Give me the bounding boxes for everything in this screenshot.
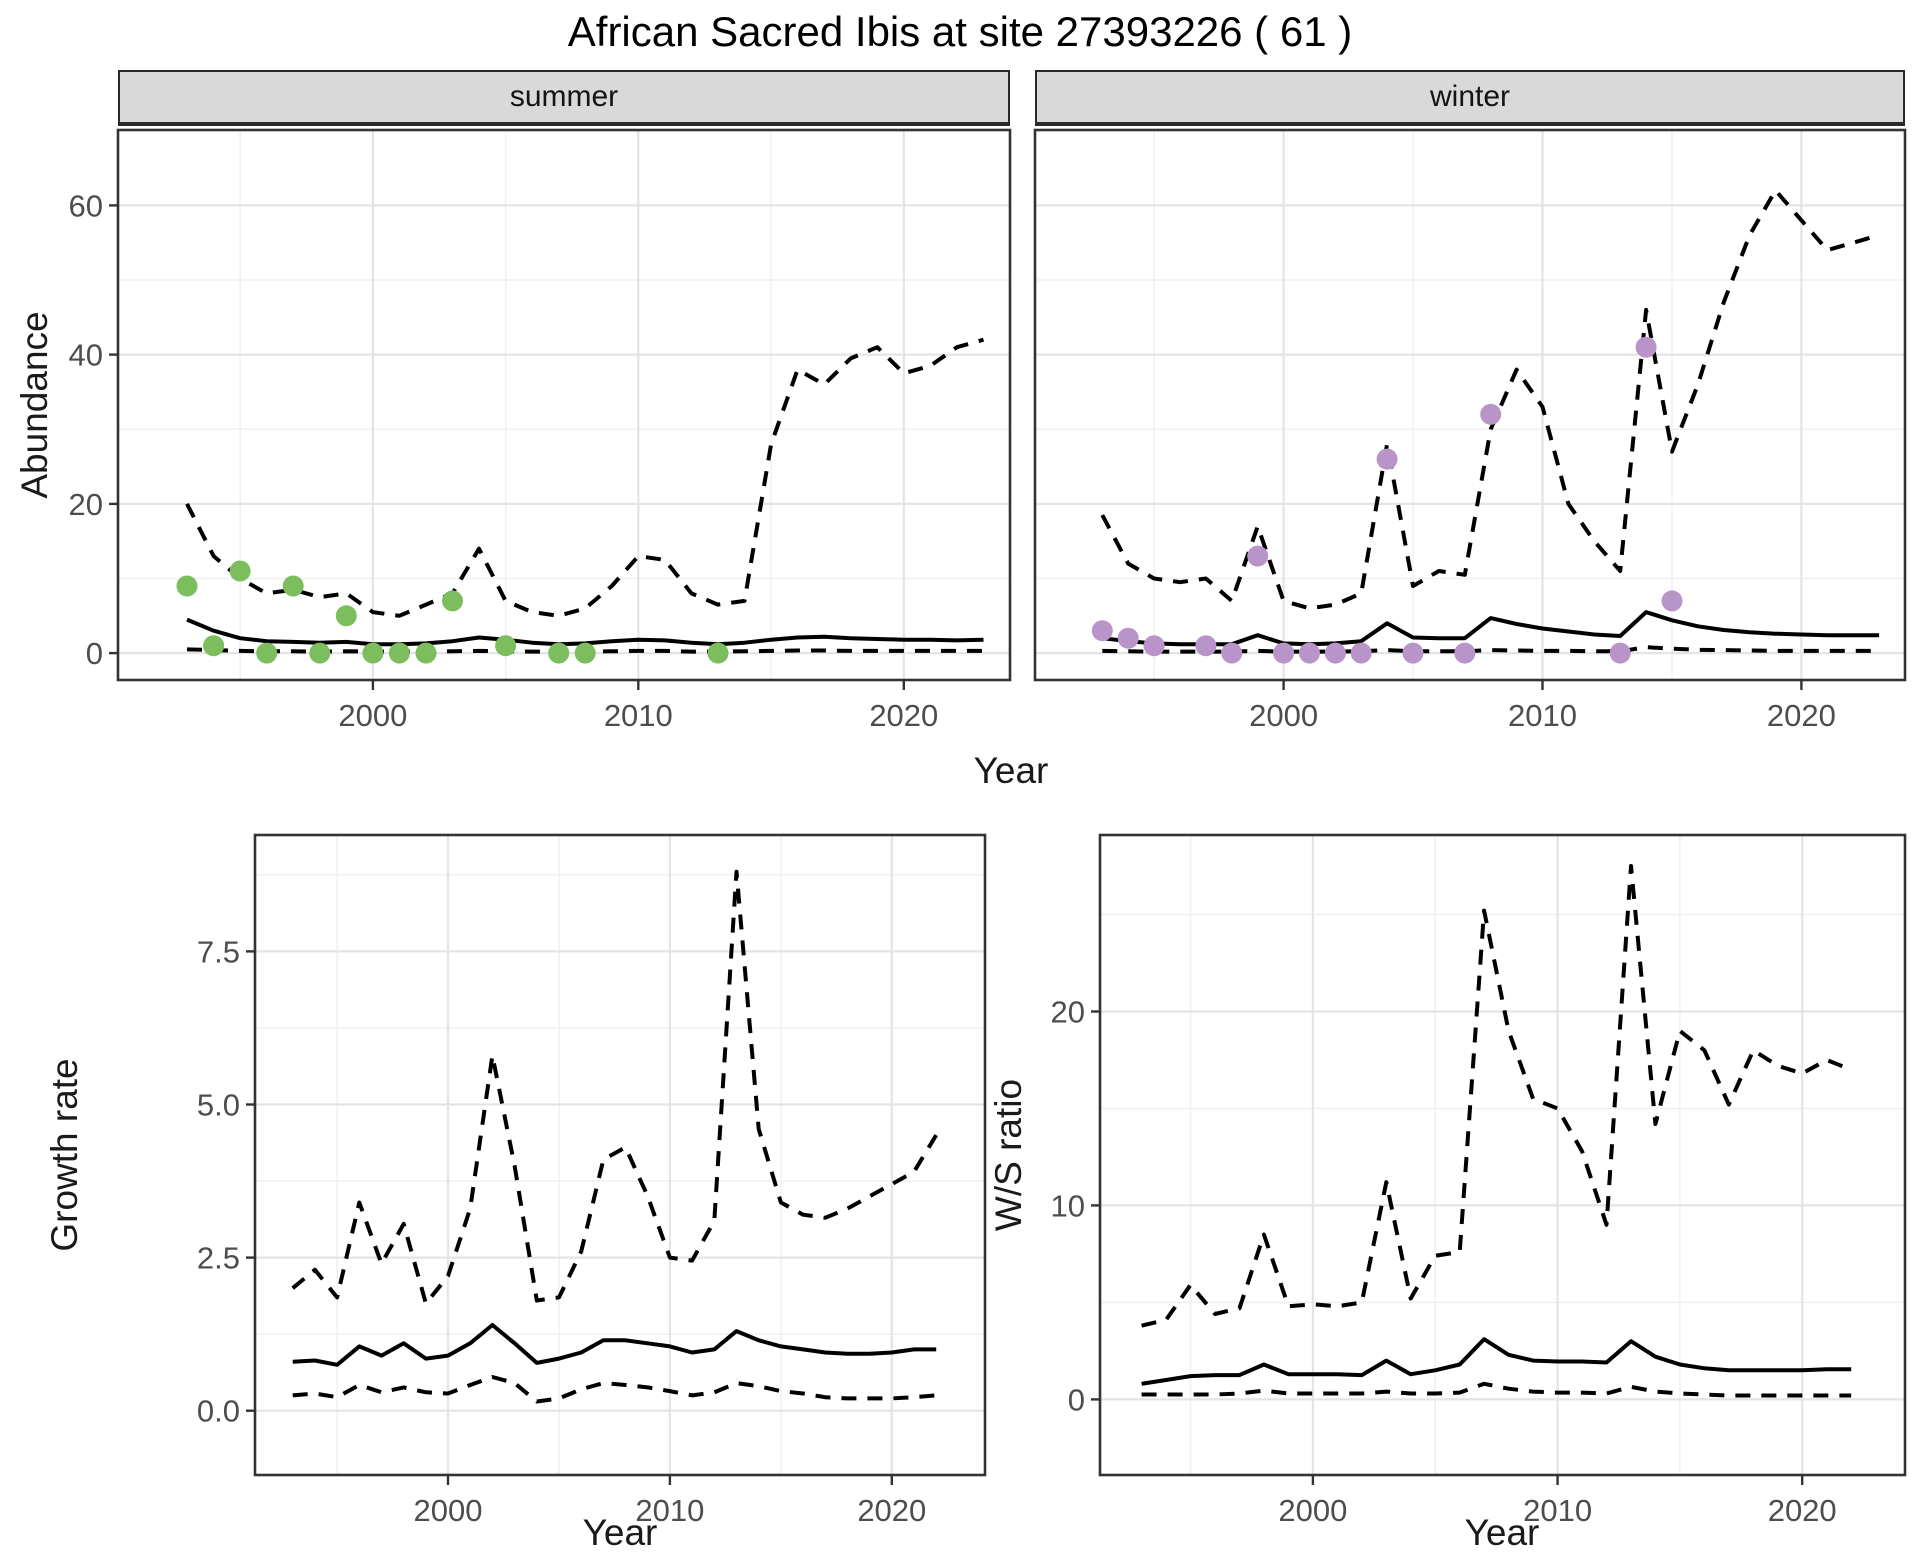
observed-point <box>1350 642 1372 664</box>
x-tick-label: 2020 <box>857 1493 926 1528</box>
observed-point <box>415 642 437 664</box>
observed-point <box>574 642 596 664</box>
observed-point <box>1661 590 1683 612</box>
y-tick-label: 40 <box>69 338 103 373</box>
y-tick-label: 7.5 <box>197 934 240 969</box>
summer_abundance-observed-points <box>176 560 729 664</box>
observed-point <box>1273 642 1295 664</box>
facet-strip-summer: summer <box>118 70 1010 126</box>
y-tick-label: 0 <box>1068 1382 1085 1417</box>
observed-point <box>442 590 463 612</box>
y-axis-title-growth-rate: Growth rate <box>44 1058 85 1252</box>
observed-point <box>1609 642 1631 664</box>
observed-point <box>1091 620 1113 642</box>
observed-point <box>1117 627 1139 649</box>
x-axis-title-year-bottom-right: Year <box>1464 1512 1540 1553</box>
x-tick-label: 2000 <box>1249 698 1318 733</box>
y-tick-label: 10 <box>1051 1188 1085 1223</box>
summer_abundance-upper_ci-line <box>185 337 985 618</box>
grid-major <box>255 835 985 1475</box>
observed-point <box>256 642 278 664</box>
x-tick-label: 2020 <box>1767 698 1836 733</box>
facet-strip-winter: winter <box>1035 70 1905 126</box>
observed-point <box>548 642 570 664</box>
observed-point <box>1454 642 1476 664</box>
observed-point <box>1480 403 1502 425</box>
x-axis: 2000 2010 2020 <box>414 1476 926 1528</box>
x-tick-label: 2000 <box>1278 1493 1347 1528</box>
observed-point <box>176 575 198 597</box>
y-axis: 0 20 40 60 <box>69 188 117 671</box>
observed-point <box>1247 545 1269 567</box>
panel-background <box>1100 835 1905 1475</box>
winter_abundance-upper_ci-line <box>1100 188 1880 611</box>
observed-point <box>1324 642 1346 664</box>
y-axis: 0 10 20 <box>1051 995 1099 1417</box>
observed-point <box>335 605 357 627</box>
x-tick-label: 2010 <box>604 698 673 733</box>
observed-point <box>1635 336 1657 358</box>
x-tick-label: 2010 <box>1508 698 1577 733</box>
observed-point <box>362 642 384 664</box>
growth-rate-chart: 2000 2010 2020 0.0 2.5 5.0 7.5 <box>197 833 987 1528</box>
ws_ratio-lower_ci-line <box>1141 1381 1852 1398</box>
observed-point <box>1143 635 1165 657</box>
growth_rate-lower_ci-line <box>292 1375 937 1404</box>
winter-abundance-chart: 2000 2010 2020 <box>1033 128 1907 733</box>
observed-point <box>1402 642 1424 664</box>
y-axis-title-ws-ratio: W/S ratio <box>988 1078 1029 1232</box>
y-axis: 0.0 2.5 5.0 7.5 <box>197 934 254 1429</box>
panel-border <box>116 128 1012 682</box>
x-axis: 2000 2010 2020 <box>1278 1476 1837 1528</box>
x-tick-label: 2000 <box>414 1493 483 1528</box>
y-axis-title-abundance: Abundance <box>14 311 55 499</box>
observed-point <box>495 635 517 657</box>
x-axis: 2000 2010 2020 <box>338 681 938 733</box>
ws-ratio-chart: 2000 2010 2020 0 10 20 <box>1051 833 1907 1528</box>
x-axis: 2000 2010 2020 <box>1249 681 1836 733</box>
x-tick-label: 2020 <box>869 698 938 733</box>
observed-point <box>707 642 729 664</box>
panel-background <box>118 130 1010 680</box>
grid-minor <box>255 835 985 1475</box>
observed-point <box>309 642 331 664</box>
x-tick-label: 2000 <box>338 698 407 733</box>
y-tick-label: 60 <box>69 188 103 223</box>
observed-point <box>1299 642 1320 664</box>
y-tick-label: 0 <box>86 636 103 671</box>
panel-border <box>1098 833 1907 1477</box>
y-tick-label: 20 <box>69 487 103 522</box>
observed-point <box>388 642 410 664</box>
observed-point <box>282 575 304 597</box>
observed-point <box>203 635 225 657</box>
y-tick-label: 0.0 <box>197 1394 240 1429</box>
figure-title: African Sacred Ibis at site 27393226 ( 6… <box>567 8 1353 55</box>
observed-point <box>1221 642 1243 664</box>
panel-background <box>255 835 985 1475</box>
panel-border <box>253 833 987 1477</box>
growth_rate-upper_ci-line <box>291 869 938 1306</box>
winter_abundance-observed-points <box>1091 336 1683 664</box>
x-tick-label: 2010 <box>635 1493 704 1528</box>
x-tick-label: 2020 <box>1768 1493 1837 1528</box>
y-tick-label: 20 <box>1051 995 1085 1030</box>
ws_ratio-upper_ci-line <box>1141 864 1852 1328</box>
observed-point <box>1195 635 1217 657</box>
ws_ratio-median-line <box>1141 1337 1852 1386</box>
panel-border <box>1033 128 1907 682</box>
x-axis-title-year-top: Year <box>973 750 1049 791</box>
growth_rate-median-line <box>292 1323 937 1367</box>
summer-abundance-chart: 2000 2010 2020 0 20 40 60 <box>69 128 1012 733</box>
observed-point <box>1376 448 1398 470</box>
x-axis-title-year-bottom-left: Year <box>582 1512 658 1553</box>
panel-background <box>1035 130 1905 680</box>
y-tick-label: 2.5 <box>197 1241 240 1276</box>
observed-point <box>229 560 251 582</box>
x-tick-label: 2010 <box>1523 1493 1592 1528</box>
y-tick-label: 5.0 <box>197 1088 240 1123</box>
